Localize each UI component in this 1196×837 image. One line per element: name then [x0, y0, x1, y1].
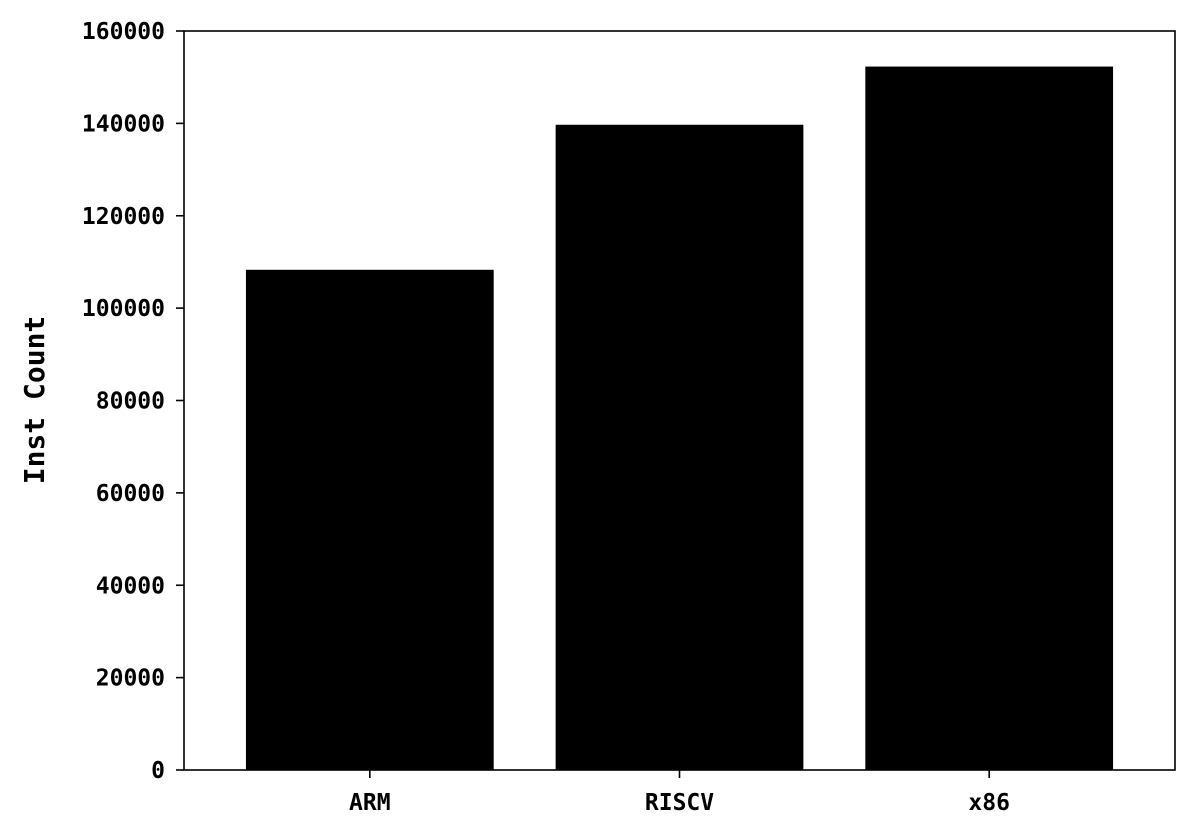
y-tick-label: 40000 [96, 573, 165, 599]
x-axis: ARM RISCV x86 [349, 770, 1010, 816]
bars-group [245, 66, 1114, 771]
y-tick-label: 120000 [82, 204, 165, 230]
bar-arm [245, 269, 494, 770]
y-axis-label: Inst Count [18, 316, 51, 485]
x-tick-label: RISCV [645, 790, 714, 816]
y-tick-label: 60000 [96, 481, 165, 507]
x-tick-label: x86 [968, 790, 1010, 816]
bar-riscv [555, 124, 804, 771]
y-axis: 0 20000 40000 60000 80000 100000 120000 140000 1… [82, 19, 184, 784]
y-tick-label: 80000 [96, 389, 165, 415]
y-tick-label: 160000 [82, 19, 165, 45]
y-tick-label: 0 [151, 758, 165, 784]
y-tick-label: 100000 [82, 296, 165, 322]
y-tick-label: 20000 [96, 666, 165, 692]
bar-x86 [865, 66, 1114, 770]
y-tick-label: 140000 [82, 111, 165, 137]
x-tick-label: ARM [349, 790, 391, 816]
